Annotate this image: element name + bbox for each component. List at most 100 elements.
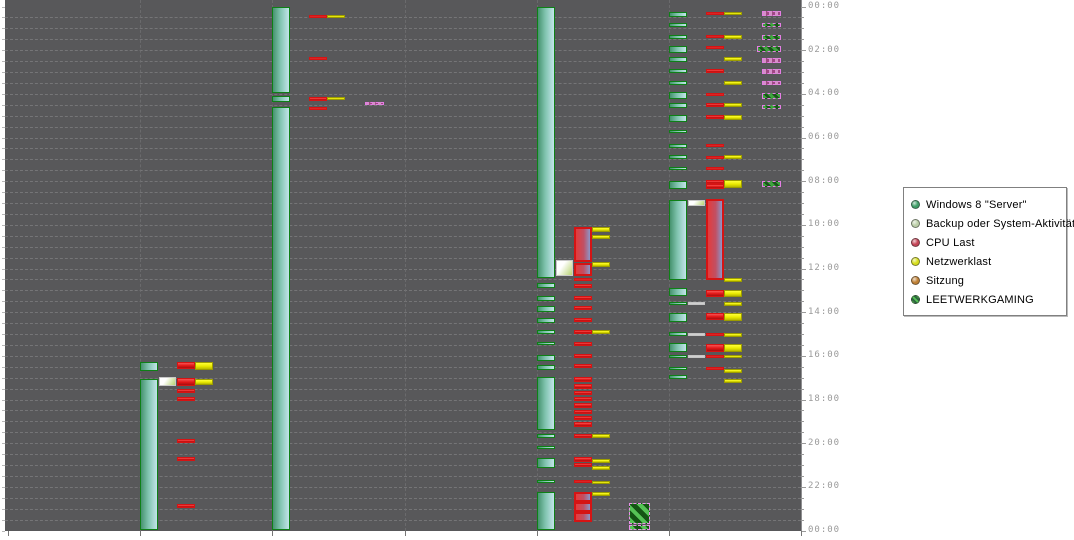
bar-session-gaming	[761, 22, 781, 28]
gridline-horizontal	[5, 486, 801, 488]
bar-cpu-load	[177, 397, 196, 401]
time-tick-left	[2, 72, 5, 73]
time-label: 02:00	[808, 44, 841, 55]
legend-label: Backup oder System-Aktivität	[926, 217, 1074, 230]
gridline-horizontal	[5, 213, 801, 215]
bar-backup-activity	[555, 260, 573, 276]
bar-cpu-load	[705, 92, 724, 96]
plot-area	[5, 0, 802, 531]
gridline-horizontal	[5, 508, 801, 510]
bar-windows8-server	[536, 492, 555, 531]
time-tick-left	[2, 235, 5, 237]
bar-network-load	[723, 180, 742, 188]
bar-cpu-load	[705, 367, 724, 371]
time-tick-left	[2, 61, 5, 63]
time-tick-minor	[801, 497, 804, 499]
time-tick-major	[801, 137, 806, 139]
bar-windows8-server	[536, 342, 555, 346]
time-tick-left	[2, 399, 5, 401]
time-label: 04:00	[808, 88, 841, 99]
time-tick-minor	[801, 432, 804, 434]
gridline-vertical	[140, 0, 142, 531]
bar-windows8-server	[140, 362, 159, 372]
bar-windows8-server	[536, 355, 555, 361]
gridline-horizontal	[5, 203, 801, 204]
gridline-horizontal	[5, 344, 801, 346]
bar-windows8-server	[668, 46, 687, 53]
time-tick-minor	[801, 246, 804, 248]
bar-session	[761, 81, 781, 86]
bar-cpu-load	[309, 56, 328, 60]
bar-cpu-load	[705, 115, 724, 119]
bar-network-load	[723, 332, 742, 337]
bar-network-load	[195, 362, 214, 371]
time-label: 08:00	[808, 175, 841, 186]
bar-session-gaming	[761, 104, 781, 110]
time-tick-left	[2, 312, 5, 314]
bar-cpu-load	[177, 456, 196, 461]
bar-cpu-load	[309, 106, 328, 111]
bar-cpu-load	[705, 167, 724, 171]
time-tick-left	[2, 454, 5, 456]
bar-windows8-server	[272, 96, 291, 102]
time-label: 00:00	[808, 525, 841, 535]
bar-windows8-server	[536, 296, 555, 301]
bar-windows8-server	[272, 106, 291, 531]
bar-windows8-server	[668, 57, 687, 62]
time-tick-left	[2, 334, 5, 335]
gridline-horizontal	[5, 148, 801, 150]
time-tick-left	[2, 159, 5, 161]
bar-windows8-server	[668, 130, 687, 134]
bar-windows8-server	[536, 446, 555, 450]
gridline-horizontal	[5, 192, 801, 194]
time-tick-left	[2, 104, 5, 106]
bar-windows8-server	[668, 287, 687, 296]
time-tick-minor	[801, 235, 804, 237]
bar-network-load	[723, 379, 742, 383]
bar-cpu-load	[573, 330, 592, 334]
bar-network-load	[591, 465, 610, 470]
time-tick-left	[2, 355, 5, 357]
bar-windows8-server	[668, 367, 687, 371]
bar-windows8-server	[536, 480, 555, 484]
bar-cpu-load	[573, 422, 592, 427]
legend-swatch-icon	[911, 276, 920, 285]
bar-windows8-server	[668, 180, 687, 189]
bar-windows8-server	[668, 69, 687, 74]
bar-network-load	[723, 344, 742, 352]
legend-label: Netzwerklast	[926, 255, 992, 268]
gridline-horizontal	[5, 432, 801, 434]
bar-session	[761, 11, 781, 17]
gridline-horizontal	[5, 257, 801, 259]
bar-network-load	[723, 57, 742, 62]
category-tick	[404, 531, 406, 536]
gridline-horizontal	[5, 115, 801, 117]
legend-swatch-icon	[911, 238, 920, 247]
bar-session-gaming	[761, 34, 781, 40]
time-tick-left	[2, 432, 5, 434]
time-tick-left	[2, 148, 5, 150]
bar-cpu-load	[705, 69, 724, 73]
time-tick-left	[2, 530, 5, 532]
bar-cpu-load	[705, 156, 724, 160]
time-tick-left	[2, 82, 5, 84]
time-label: 16:00	[808, 350, 841, 361]
time-tick-major	[801, 486, 806, 488]
bar-windows8-server	[536, 458, 555, 468]
time-label: 10:00	[808, 219, 841, 230]
time-tick-minor	[801, 61, 804, 63]
bar-cpu-load	[573, 296, 592, 300]
gridline-horizontal	[5, 82, 801, 84]
time-tick-minor	[801, 421, 804, 423]
time-tick-minor	[801, 323, 804, 325]
legend-item: Windows 8 "Server"	[911, 195, 1060, 214]
time-tick-left	[2, 170, 5, 172]
bar-cpu-load	[177, 378, 196, 386]
time-tick-minor	[801, 475, 804, 477]
time-tick-left	[2, 224, 5, 226]
time-tick-minor	[801, 148, 804, 150]
time-tick-left	[2, 268, 5, 270]
time-tick-minor	[801, 17, 804, 19]
time-tick-minor	[801, 257, 804, 259]
bar-network-load	[327, 96, 346, 100]
